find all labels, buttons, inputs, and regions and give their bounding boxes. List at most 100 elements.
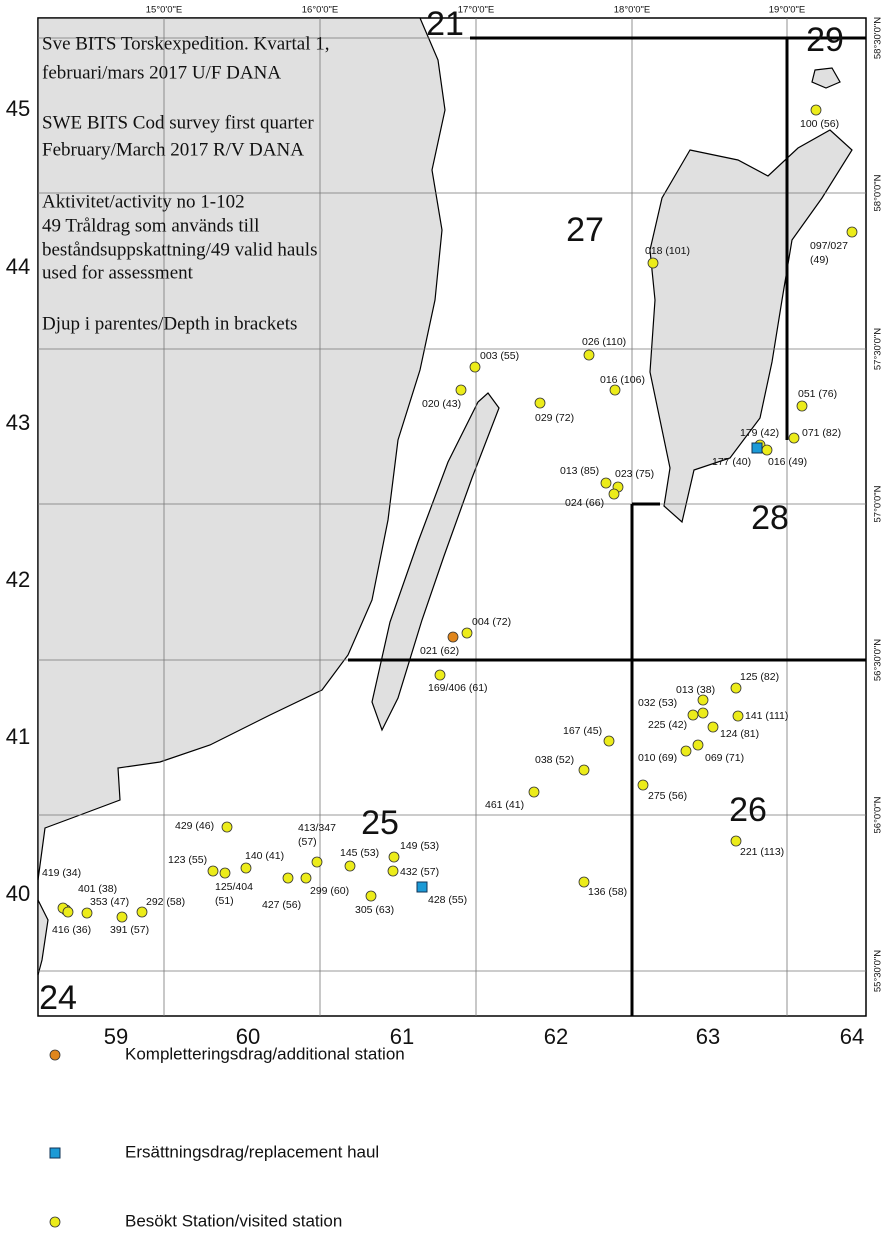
- latitude-label: 58°30'0"N: [873, 17, 884, 59]
- ices-column-label: 61: [390, 1024, 414, 1049]
- station-label: 167 (45): [563, 725, 602, 737]
- station-marker: [697, 694, 709, 706]
- station-marker: [282, 872, 294, 884]
- station-label: 169/406 (61): [428, 682, 488, 694]
- station-label: 016 (49): [768, 456, 807, 468]
- station-label: 149 (53): [400, 840, 439, 852]
- station-label: 461 (41): [485, 799, 524, 811]
- station-marker: [732, 710, 744, 722]
- station-marker: [311, 856, 323, 868]
- station-marker: [608, 488, 620, 500]
- station-label: 145 (53): [340, 847, 379, 859]
- station-label: 292 (58): [146, 896, 185, 908]
- grid: [38, 18, 866, 1016]
- station-marker: [647, 257, 659, 269]
- station-marker: [707, 721, 719, 733]
- latitude-label: 56°0'0"N: [873, 796, 884, 833]
- mainland: [37, 17, 446, 881]
- legend-label: Ersättningsdrag/replacement haul: [125, 1142, 379, 1161]
- station-marker: [81, 907, 93, 919]
- subdivision-label: 24: [39, 979, 77, 1017]
- station-label: 125/404: [215, 881, 253, 893]
- subdivision-borders: [348, 36, 866, 1016]
- station-label: (51): [215, 895, 234, 907]
- station-marker: [240, 862, 252, 874]
- station-label: 225 (42): [648, 719, 687, 731]
- station-label: 003 (55): [480, 350, 519, 362]
- ices-row-label: 43: [6, 410, 30, 435]
- ices-column-label: 64: [840, 1024, 864, 1049]
- latitude-label: 55°30'0"N: [873, 950, 884, 992]
- subdivision-label: 26: [729, 791, 767, 829]
- station-label: 097/027: [810, 240, 848, 252]
- longitude-label: 15°0'0"E: [146, 5, 182, 16]
- ices-row-label: 41: [6, 724, 30, 749]
- station-marker: [600, 477, 612, 489]
- latitude-label: 58°0'0"N: [873, 174, 884, 211]
- longitude-label: 18°0'0"E: [614, 5, 650, 16]
- station-marker: [609, 384, 621, 396]
- longitude-label: 17°0'0"E: [458, 5, 494, 16]
- station-marker: [637, 779, 649, 791]
- station-label: 427 (56): [262, 899, 301, 911]
- title-line: februari/mars 2017 U/F DANA: [42, 62, 281, 83]
- latitude-label: 56°30'0"N: [873, 639, 884, 681]
- station-label: 432 (57): [400, 866, 439, 878]
- ices-row-label: 42: [6, 567, 30, 592]
- station-label: 069 (71): [705, 752, 744, 764]
- subdivision-label: 27: [566, 211, 604, 249]
- title-line: Djup i parentes/Depth in brackets: [42, 313, 297, 334]
- station-marker: [680, 745, 692, 757]
- station-label: 013 (38): [676, 684, 715, 696]
- station-label: 391 (57): [110, 924, 149, 936]
- station-label: 004 (72): [472, 616, 511, 628]
- ices-column-label: 63: [696, 1024, 720, 1049]
- legend-label: Kompletteringsdrag/additional station: [125, 1044, 405, 1063]
- station-label: 177 (40): [712, 456, 751, 468]
- legend-marker: [49, 1049, 61, 1061]
- station-label: 024 (66): [565, 497, 604, 509]
- subdivision-label: 21: [426, 5, 464, 43]
- title-line: Sve BITS Torskexpedition. Kvartal 1,: [42, 33, 330, 54]
- title-line: SWE BITS Cod survey first quarter: [42, 112, 314, 133]
- station-marker: [365, 890, 377, 902]
- subdivision-label: 25: [361, 804, 399, 842]
- station-label: 299 (60): [310, 885, 349, 897]
- station-label: 125 (82): [740, 671, 779, 683]
- gotland: [649, 129, 853, 524]
- gotska-sandon: [811, 67, 841, 89]
- station-marker: [461, 627, 473, 639]
- station-label: 123 (55): [168, 854, 207, 866]
- station-label: 419 (34): [42, 867, 81, 879]
- longitude-label: 19°0'0"E: [769, 5, 805, 16]
- station-label: 038 (52): [535, 754, 574, 766]
- station-marker: [447, 631, 459, 643]
- station-label: (49): [810, 254, 829, 266]
- station-marker: [387, 865, 399, 877]
- station-label: 179 (42): [740, 427, 779, 439]
- station-marker: [534, 397, 546, 409]
- station-label: 428 (55): [428, 894, 467, 906]
- ices-row-label: 45: [6, 96, 30, 121]
- ices-row-label: 40: [6, 881, 30, 906]
- border: [470, 36, 866, 440]
- station-marker: [344, 860, 356, 872]
- station-marker: [434, 669, 446, 681]
- station-label: 305 (63): [355, 904, 394, 916]
- legend-marker: [49, 1147, 61, 1159]
- station-label: 124 (81): [720, 728, 759, 740]
- oland: [371, 392, 500, 732]
- map-labels: 15°0'0"E 16°0'0"E 17°0'0"E 18°0'0"E 19°0'0"E…: [6, 5, 884, 1231]
- latitude-label: 57°30'0"N: [873, 328, 884, 370]
- station-marker: [730, 682, 742, 694]
- subdivision-label: 29: [806, 21, 844, 59]
- ices-column-label: 59: [104, 1024, 128, 1049]
- station-marker: [751, 442, 763, 454]
- station-marker: [221, 821, 233, 833]
- station-marker: [136, 906, 148, 918]
- station-label: 051 (76): [798, 388, 837, 400]
- station-marker: [578, 876, 590, 888]
- ices-column-label: 60: [236, 1024, 260, 1049]
- station-label: 029 (72): [535, 412, 574, 424]
- station-marker: [692, 739, 704, 751]
